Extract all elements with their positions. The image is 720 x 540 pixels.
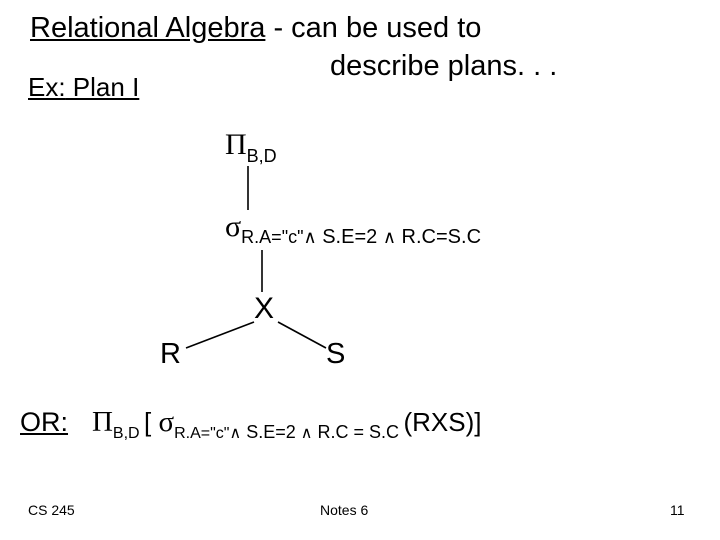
or-mid2: R.C = S.C (312, 422, 399, 442)
or-proj-sub: B,D (113, 425, 140, 442)
or-and2: ∧ (301, 425, 313, 442)
or-sel-sub: R.A="c" (174, 425, 229, 442)
or-expression: OR: ΠB,D [ σR.A="c"∧ S.E=2 ∧ R.C = S.C (… (20, 406, 481, 439)
or-proj-op: Π (92, 406, 113, 438)
footer-right: 11 (670, 502, 685, 518)
or-label: OR: (20, 407, 68, 437)
or-sel-op: σ (158, 406, 174, 438)
or-and1: ∧ (229, 425, 241, 442)
footer-left: CS 245 (28, 502, 75, 518)
footer-center: Notes 6 (320, 502, 368, 518)
tree-edges (0, 0, 720, 540)
or-open: [ (144, 407, 158, 437)
or-tail: (RXS)] (403, 407, 481, 437)
or-mid1: S.E=2 (241, 422, 301, 442)
